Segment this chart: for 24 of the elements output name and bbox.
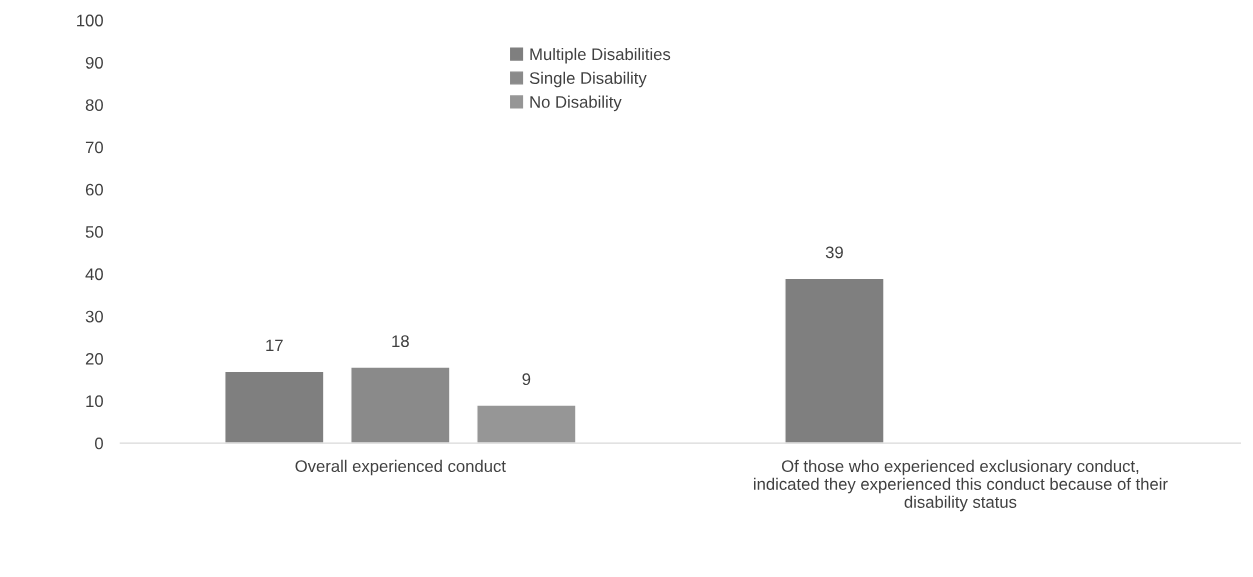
bar [784,277,885,444]
x-tick-label: Of those who experienced exclusionary conduct, indicated they experienced this conduct because of their disability status [754,459,1168,512]
data-label: 17 [266,339,283,352]
y-tick-label: 50 [85,226,103,238]
legend-label: Multiple Disabilities [530,47,671,64]
legend-label: No Disability [530,95,622,112]
legend-label: Single Disability [529,71,647,88]
y-tick-label: 90 [85,56,103,69]
y-tick-label: 20 [85,352,103,365]
y-tick-label: 30 [85,310,103,323]
x-tick-label: Overall experienced conduct [295,459,506,476]
bar [476,404,577,444]
y-tick-label: 100 [77,14,103,27]
bar [350,366,451,444]
data-label: 18 [392,335,409,348]
data-label: 9 [522,373,531,386]
y-tick-label: 40 [85,268,103,281]
y-tick-label: 60 [85,183,103,196]
y-tick-label: 70 [85,141,103,154]
y-tick-label: 80 [85,99,103,111]
y-tick-label: 0 [95,437,103,450]
bar [224,370,325,444]
y-tick-label: 10 [86,395,103,408]
data-label: 39 [825,246,843,259]
